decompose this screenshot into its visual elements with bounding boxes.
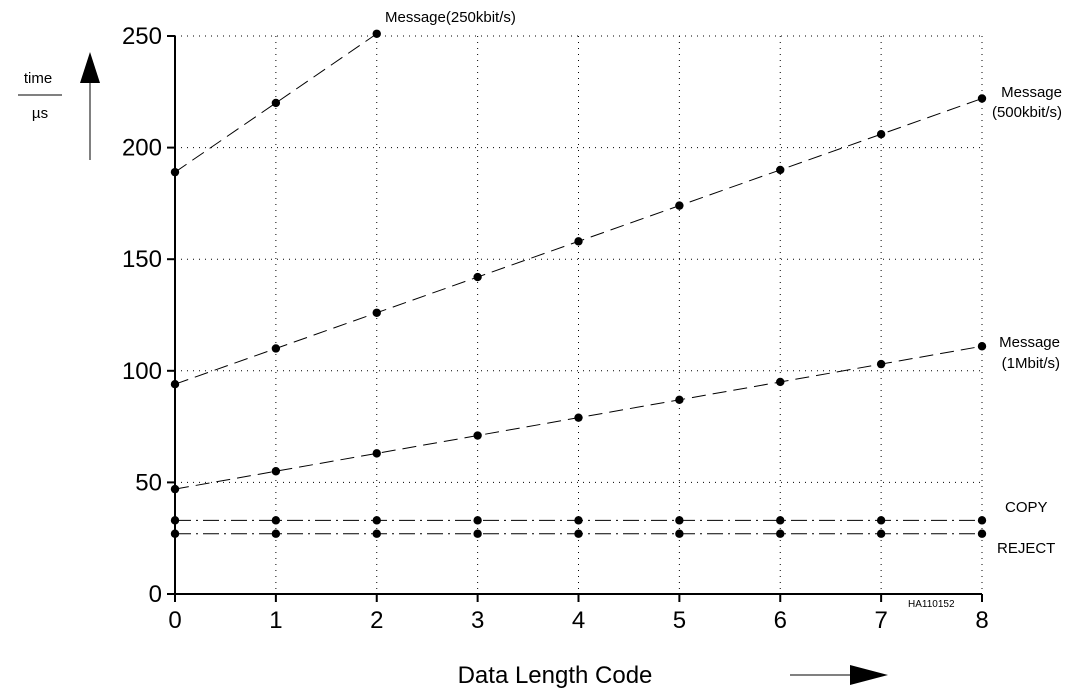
series-labels: Message(250kbit/s)Message (500kbit/s)Mess… [385,9,1062,557]
x-tick-label: 2 [370,607,383,634]
series-label-line: Message [999,334,1060,351]
data-point [675,201,684,210]
series-group [170,29,987,538]
data-point [372,308,381,317]
series-label-line: (1Mbit/s) [1002,355,1060,372]
series-label-line: Message [1001,84,1062,101]
x-tick-label: 0 [168,607,181,634]
data-point [574,529,583,538]
x-tick-label: 4 [572,607,585,634]
y-tick-label: 200 [122,135,162,162]
data-point [876,529,886,538]
data-point [170,167,180,177]
data-point [170,379,180,389]
y-tick-label: 50 [135,469,162,496]
x-tick-label: 7 [874,607,887,634]
series-label-line: COPY [1005,499,1048,516]
series-label: Message (1Mbit/s) [999,334,1060,372]
data-point [776,377,785,387]
y-tick-label: 0 [149,581,162,608]
data-point [271,467,281,476]
y-tick-label: 250 [122,23,162,50]
data-point [675,395,684,405]
data-point [271,516,281,525]
data-point [473,516,482,525]
data-point [473,272,482,282]
figure-id: HA110152 [908,599,955,610]
series-label-line: Message(250kbit/s) [385,9,516,26]
x-tick-label: 3 [471,607,484,634]
y-axis-unit: µs [32,105,48,122]
x-axis-arrow-head [850,665,888,685]
data-point [675,516,684,525]
data-point [473,431,482,440]
data-point [271,344,281,353]
data-point [675,529,684,538]
data-point [776,529,785,538]
series-label: COPY [1005,499,1048,516]
data-point [271,529,281,538]
series-label: Message (500kbit/s) [992,84,1062,121]
x-tick-label: 1 [269,607,282,634]
x-axis-label: Data Length Code [458,662,653,689]
data-point [876,516,886,525]
data-point [473,529,482,538]
y-tick-label: 150 [122,246,162,273]
data-point [574,237,583,246]
data-point [977,342,987,351]
data-point [170,516,180,525]
data-point [876,130,886,139]
x-tick-label: 6 [774,607,787,634]
data-point [372,529,381,538]
data-point [977,516,987,525]
data-point [372,516,381,525]
data-point [372,29,381,38]
data-point [776,165,785,175]
data-point [977,94,987,103]
axes [167,35,983,602]
series-label: Message(250kbit/s) [385,9,516,26]
series-label: REJECT [997,540,1055,557]
y-tick-label: 100 [122,358,162,385]
data-point [170,529,180,538]
data-point [271,98,281,108]
data-point [170,484,180,494]
data-point [574,413,583,422]
data-point [876,359,886,369]
y-axis-arrow-head [80,52,100,83]
data-point [574,516,583,525]
x-tick-label: 8 [975,607,988,634]
series-label-line: REJECT [997,540,1055,557]
data-point [372,449,381,458]
data-point [776,516,785,525]
grid [175,35,983,594]
series-label-line: (500kbit/s) [992,104,1062,121]
data-point [977,529,987,538]
tick-labels: 0 50 100 150 200 250 0 1 2 3 4 5 6 7 8 [122,23,989,634]
y-axis-label: time [24,70,52,87]
x-tick-label: 5 [673,607,686,634]
